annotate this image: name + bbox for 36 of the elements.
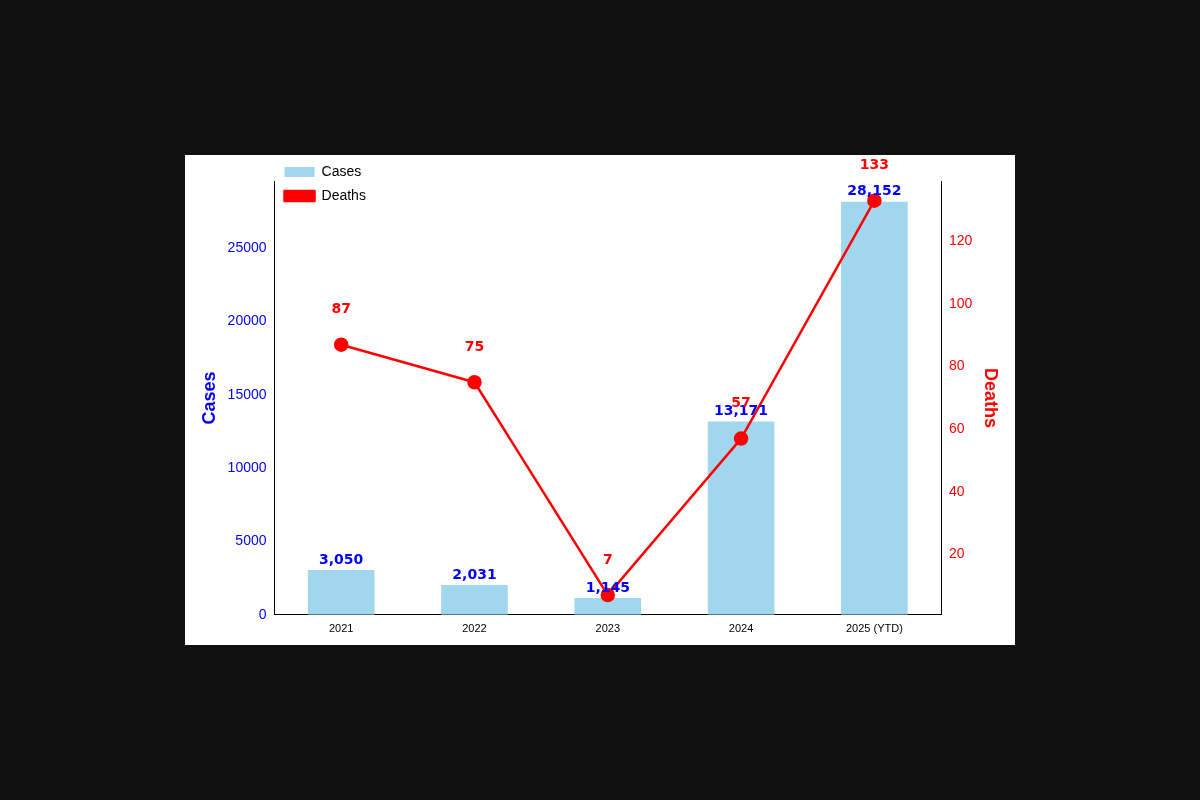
bar <box>441 585 508 615</box>
data-label: 87 <box>331 300 351 317</box>
x-tick-label: 2022 <box>462 622 487 635</box>
x-tick-label: 2025 (YTD) <box>845 622 903 635</box>
data-label: 2,031 <box>452 565 497 582</box>
data-label: 75 <box>464 337 485 354</box>
bar <box>707 421 775 615</box>
legend-label: Deaths <box>321 186 366 203</box>
point <box>733 431 749 446</box>
y2-tick-label: 80 <box>949 357 965 374</box>
y-tick-label: 25000 <box>227 238 267 255</box>
y2-tick-label: 120 <box>949 232 973 249</box>
x-tick-label: 2024 <box>728 622 754 635</box>
y-tick-label: 0 <box>258 605 267 622</box>
y2-tick-label: 100 <box>949 294 973 311</box>
y2-tick-label: 60 <box>949 420 965 437</box>
bar <box>841 201 908 615</box>
y2-tick-label: 20 <box>949 545 965 562</box>
x-tick-label: 2021 <box>328 622 354 635</box>
y-tick-label: 5000 <box>235 532 267 549</box>
bar <box>307 570 375 615</box>
data-label: 3,050 <box>319 550 364 567</box>
y-tick-label: 15000 <box>227 385 267 402</box>
legend-label: Cases <box>321 162 362 179</box>
data-label: 133 <box>859 156 890 173</box>
data-label: 7 <box>602 550 613 567</box>
y2-axis-title: Deaths <box>981 367 1002 428</box>
data-label: 28,152 <box>847 182 902 199</box>
x-tick-label: 2023 <box>595 622 621 635</box>
point <box>467 375 482 390</box>
y-tick-label: 10000 <box>227 458 267 475</box>
y-axis-title: Cases <box>198 371 219 425</box>
point <box>333 337 349 352</box>
y2-tick-label: 40 <box>949 482 965 499</box>
y-tick-label: 20000 <box>227 312 267 329</box>
bar <box>574 598 642 615</box>
